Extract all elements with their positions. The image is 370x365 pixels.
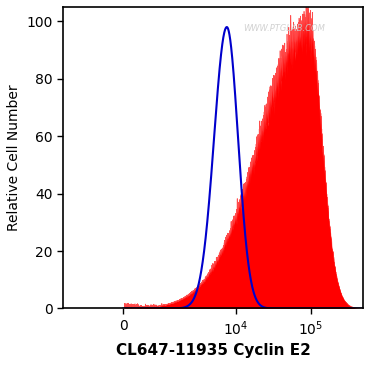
Y-axis label: Relative Cell Number: Relative Cell Number — [7, 84, 21, 231]
X-axis label: CL647-11935 Cyclin E2: CL647-11935 Cyclin E2 — [116, 343, 310, 358]
Text: WWW.PTGLAB.COM: WWW.PTGLAB.COM — [243, 24, 325, 33]
